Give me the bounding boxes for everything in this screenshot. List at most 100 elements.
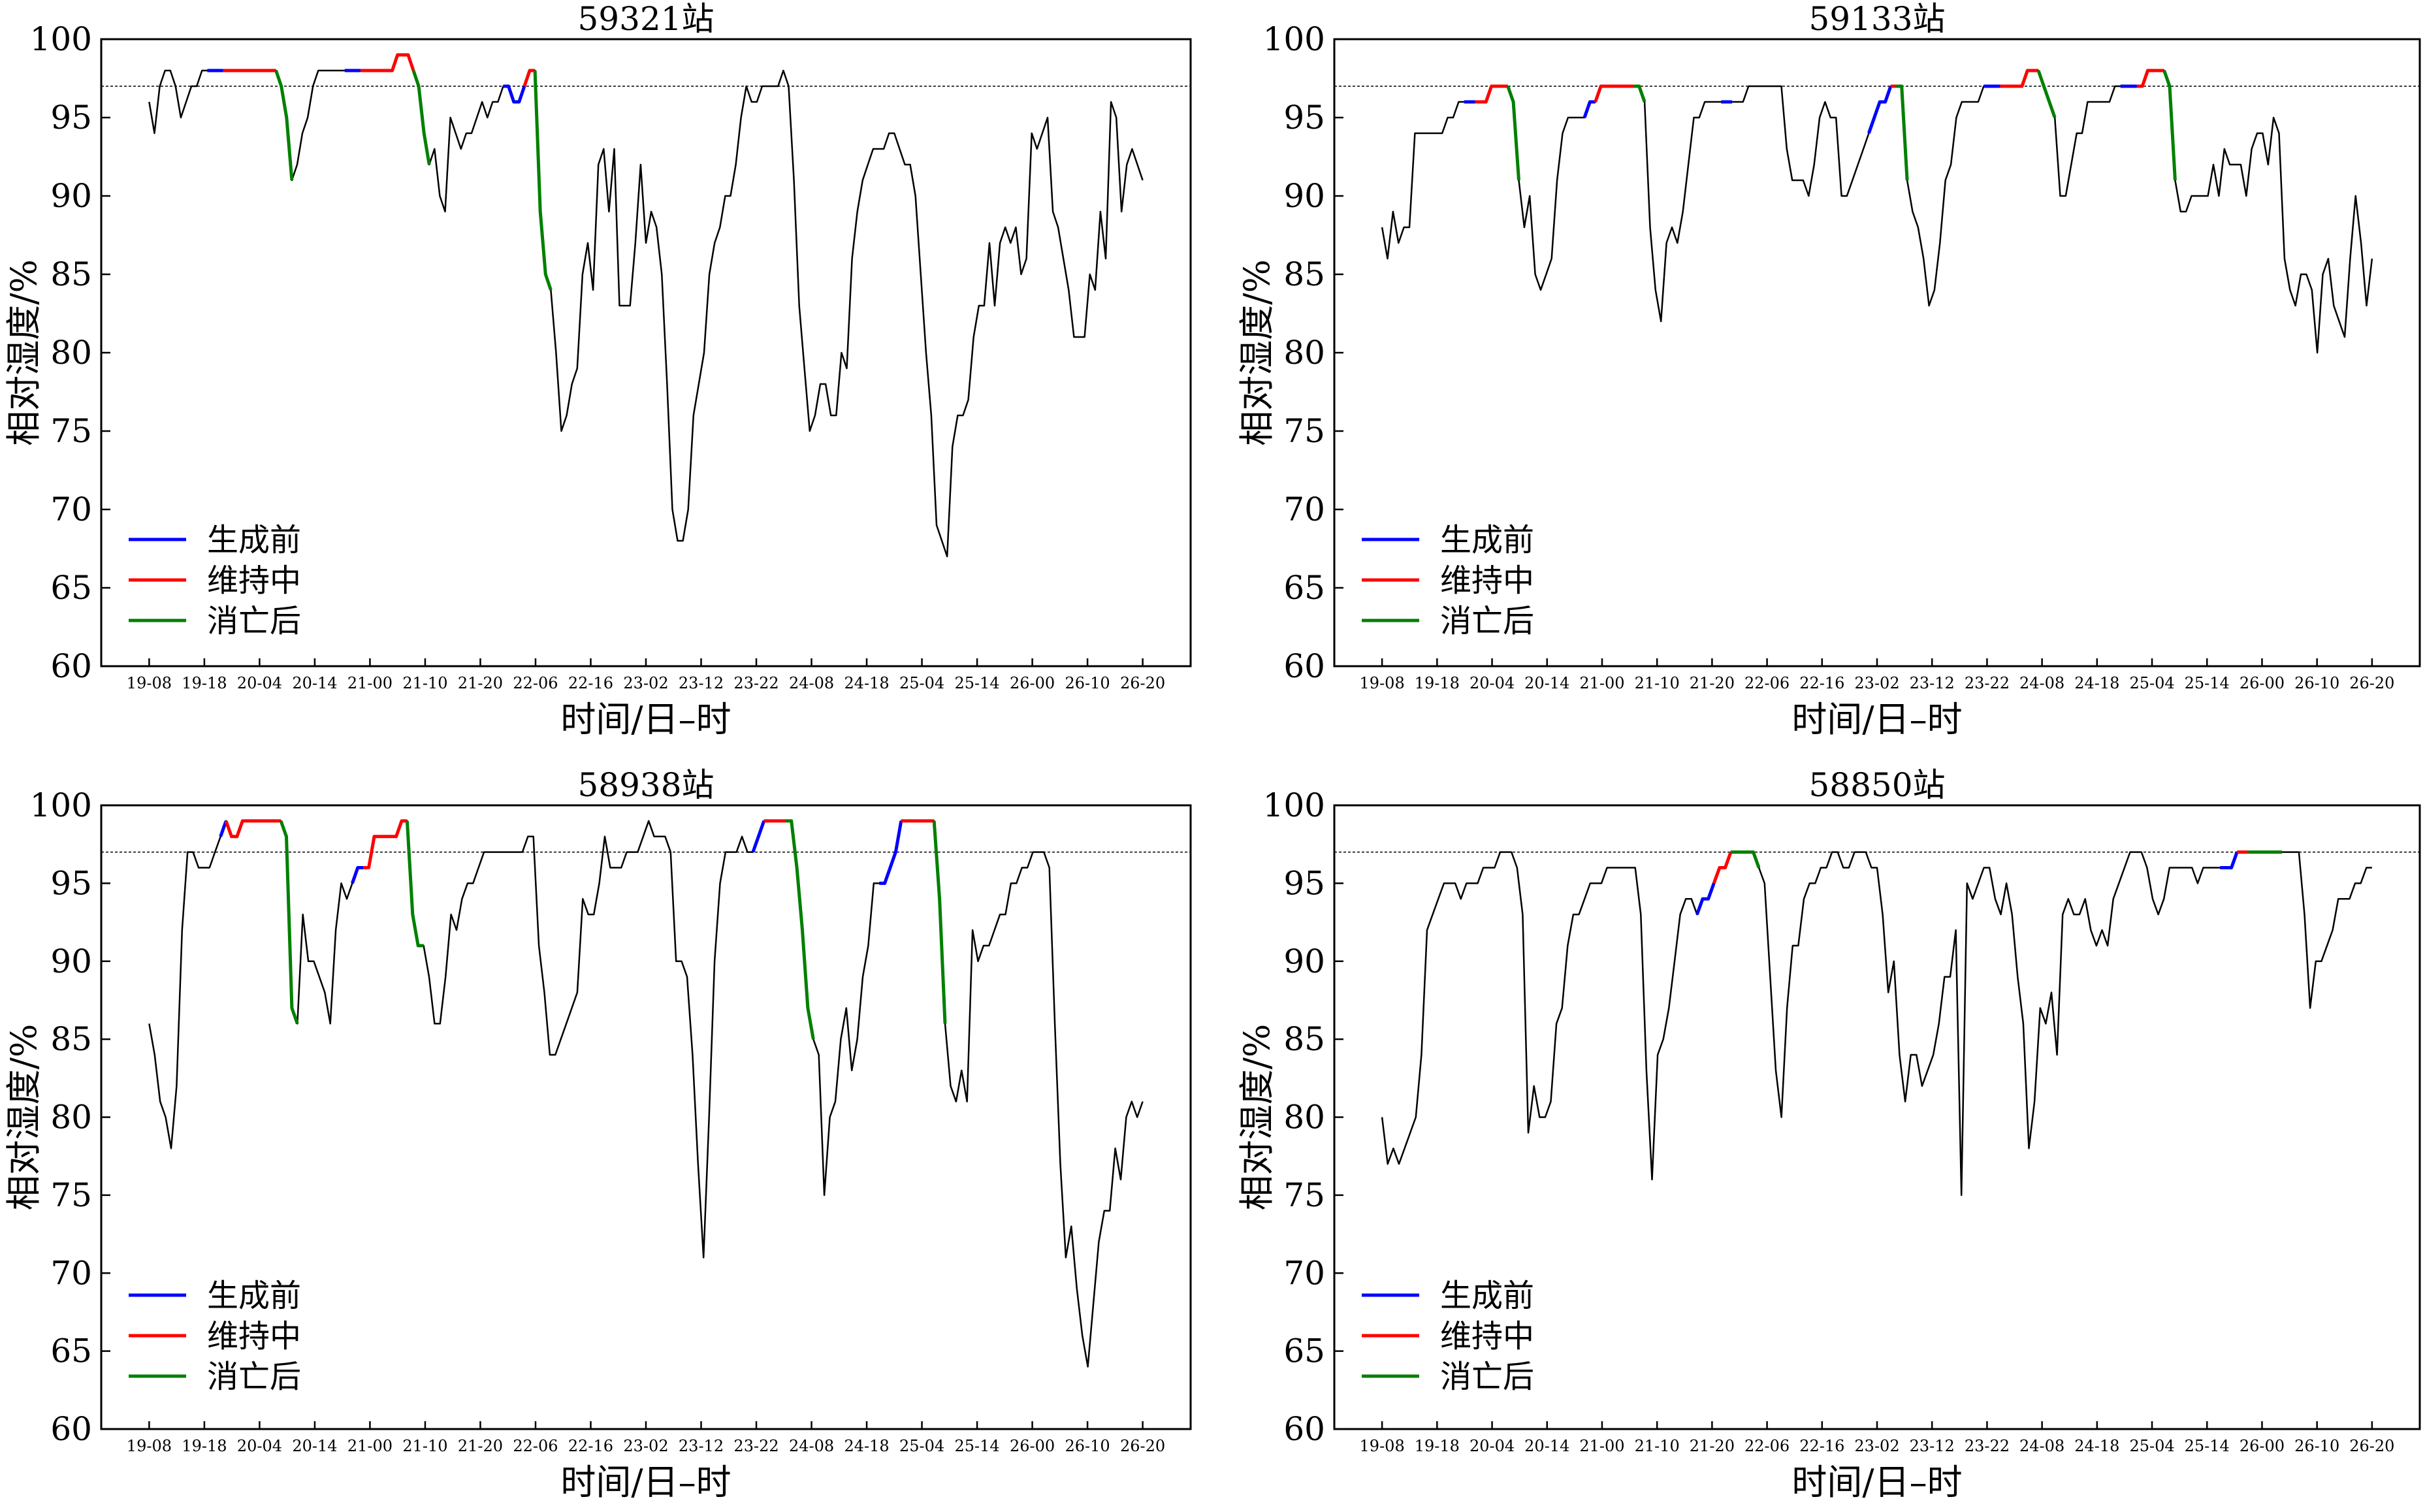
x-tick-label: 21-10	[402, 1437, 447, 1455]
legend-label: 生成前	[1440, 522, 1534, 558]
x-axis-label: 时间/日–时	[1791, 1462, 1962, 1503]
stage-segment	[1867, 86, 1893, 134]
chart-title: 58938站	[577, 766, 714, 804]
y-tick-label: 60	[1283, 647, 1325, 685]
y-tick-label: 75	[1283, 1176, 1325, 1214]
x-tick-label: 26-00	[2240, 1437, 2285, 1455]
series-line	[1381, 851, 2372, 1197]
x-tick-label: 19-18	[182, 1437, 227, 1455]
stage-segment	[363, 819, 408, 869]
stage-segment	[786, 819, 815, 1040]
y-tick-label: 100	[1263, 20, 1325, 58]
x-tick-label: 19-08	[1360, 674, 1405, 692]
stage-segment	[219, 820, 228, 837]
x-tick-label: 22-06	[513, 674, 558, 692]
y-tick-label: 90	[1283, 177, 1325, 215]
x-tick-label: 22-16	[1799, 674, 1844, 692]
stage-segment	[1896, 84, 1909, 181]
y-tick-label: 95	[50, 864, 92, 902]
x-tick-label: 24-18	[844, 674, 889, 692]
stage-segment	[2036, 70, 2057, 118]
x-tick-label: 25-14	[2185, 1437, 2230, 1455]
y-tick-label: 100	[30, 786, 92, 824]
x-tick-label: 19-18	[182, 674, 227, 692]
y-tick-label: 85	[50, 255, 92, 293]
stage-segment	[932, 820, 947, 1024]
x-tick-label: 23-02	[1854, 674, 1899, 692]
stage-segment	[522, 69, 536, 87]
legend-label: 维持中	[207, 1318, 301, 1355]
x-tick-label: 21-10	[402, 674, 447, 692]
stage-segment	[1731, 850, 1761, 869]
x-tick-label: 22-06	[513, 1437, 558, 1455]
x-tick-label: 21-00	[347, 674, 393, 692]
x-tick-label: 22-16	[1799, 1437, 1844, 1455]
y-tick-label: 90	[50, 177, 92, 215]
y-tick-label: 70	[50, 1254, 92, 1292]
x-tick-label: 25-14	[954, 1437, 999, 1455]
stage-segment	[1594, 84, 1634, 103]
x-tick-label: 21-00	[1579, 1437, 1624, 1455]
x-tick-label: 26-00	[1010, 1437, 1055, 1455]
x-tick-label: 23-22	[1965, 674, 2010, 692]
stage-segment	[1633, 84, 1646, 103]
legend-label: 消亡后	[207, 1359, 301, 1395]
stage-segment	[224, 819, 281, 839]
legend-label: 维持中	[1440, 1318, 1534, 1355]
y-tick-label: 95	[50, 99, 92, 137]
y-tick-label: 85	[1283, 255, 1325, 293]
legend-label: 维持中	[207, 562, 301, 599]
x-tick-label: 24-08	[2019, 674, 2064, 692]
x-tick-label: 26-00	[1010, 674, 1055, 692]
x-tick-label: 24-18	[2074, 674, 2119, 692]
x-tick-label: 22-16	[568, 1437, 613, 1455]
stage-segment	[879, 820, 903, 885]
x-tick-label: 19-08	[127, 674, 172, 692]
stage-segment	[411, 70, 431, 165]
y-axis-label: 相对湿度/%	[1236, 1024, 1277, 1211]
y-tick-label: 80	[50, 334, 92, 372]
x-tick-label: 21-10	[1635, 674, 1680, 692]
x-tick-label: 26-20	[2349, 1437, 2394, 1455]
y-tick-label: 75	[50, 412, 92, 450]
y-tick-label: 65	[1283, 1332, 1325, 1370]
y-tick-label: 70	[1283, 1254, 1325, 1292]
stage-segment	[1475, 84, 1508, 104]
y-tick-label: 75	[1283, 412, 1325, 450]
stage-segment	[2220, 851, 2239, 869]
y-tick-label: 60	[50, 647, 92, 685]
y-axis-label: 相对湿度/%	[3, 1024, 44, 1211]
stage-segment	[279, 820, 299, 1025]
x-tick-label: 22-06	[1744, 674, 1790, 692]
x-tick-label: 25-14	[954, 674, 999, 692]
y-tick-label: 85	[50, 1020, 92, 1058]
chart-title: 58850站	[1808, 766, 1945, 804]
x-tick-label: 24-18	[844, 1437, 889, 1455]
y-tick-label: 65	[50, 569, 92, 607]
y-tick-label: 85	[1283, 1020, 1325, 1058]
x-tick-label: 25-14	[2185, 674, 2230, 692]
x-tick-label: 26-00	[2240, 674, 2285, 692]
y-tick-label: 65	[1283, 569, 1325, 607]
stage-segment	[351, 866, 364, 884]
y-tick-label: 95	[1283, 864, 1325, 902]
x-tick-label: 23-12	[1910, 1437, 1955, 1455]
series-line	[148, 54, 1144, 558]
x-tick-label: 19-08	[127, 1437, 172, 1455]
x-tick-label: 19-18	[1415, 674, 1460, 692]
y-tick-label: 90	[50, 942, 92, 980]
chart-panel-2: 59133站 60 65 70 75 80 85 90 95 100 19-08 19-18 20-04…	[1236, 0, 2421, 740]
x-tick-label: 25-04	[2129, 1437, 2174, 1455]
x-tick-label: 24-08	[789, 1437, 834, 1455]
stage-segment	[1506, 86, 1520, 181]
stage-segment	[2136, 69, 2164, 88]
x-tick-label: 20-04	[1469, 674, 1515, 692]
x-tick-label: 23-12	[1910, 674, 1955, 692]
x-tick-label: 22-06	[1744, 1437, 1790, 1455]
stage-segment	[2000, 69, 2038, 88]
x-tick-label: 19-18	[1415, 1437, 1460, 1455]
stage-segment	[751, 820, 766, 853]
x-tick-label: 25-04	[2129, 674, 2174, 692]
x-tick-label: 19-08	[1360, 1437, 1405, 1455]
